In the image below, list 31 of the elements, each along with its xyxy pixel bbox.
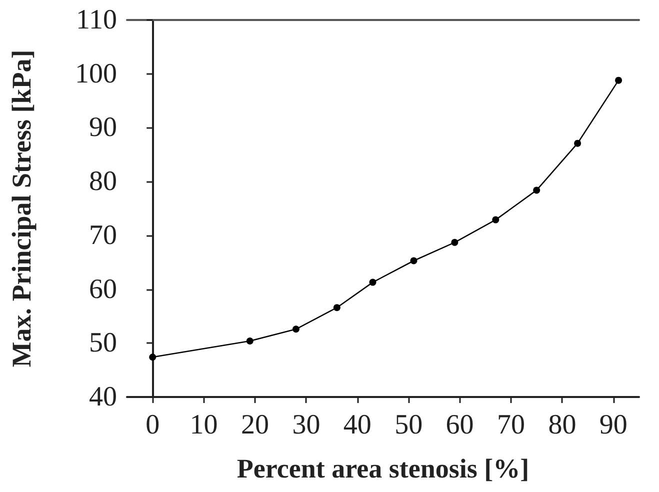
point bbox=[292, 326, 300, 333]
x-tick-label: 50 bbox=[394, 410, 423, 440]
point bbox=[451, 238, 458, 246]
x-tick-label: 40 bbox=[343, 410, 372, 440]
y-tick-label: 60 bbox=[89, 274, 117, 305]
point bbox=[492, 216, 500, 224]
point bbox=[369, 278, 376, 286]
y-tick-label: 50 bbox=[89, 328, 117, 359]
x-tick-label: 10 bbox=[190, 410, 218, 440]
x-tick-label: 30 bbox=[292, 410, 320, 440]
y-tick-label: 90 bbox=[89, 112, 117, 144]
point bbox=[410, 257, 418, 264]
y-axis-title: Max. Principal Stress [kPa] bbox=[6, 50, 36, 368]
x-axis-title: Percent area stenosis [%] bbox=[236, 454, 530, 484]
point bbox=[333, 304, 340, 312]
x-tick-label: 80 bbox=[548, 410, 576, 440]
y-tick-label: 100 bbox=[75, 58, 117, 90]
x-tick-label: 90 bbox=[599, 410, 628, 440]
y-tick-label: 80 bbox=[89, 166, 117, 198]
x-tick-label: 0 bbox=[146, 410, 160, 440]
point bbox=[533, 186, 540, 194]
y-tick-label: 40 bbox=[89, 382, 117, 412]
point bbox=[615, 76, 622, 84]
x-tick-label: 60 bbox=[446, 410, 474, 440]
y-tick-label: 110 bbox=[76, 4, 117, 36]
y-tick-label: 70 bbox=[89, 220, 117, 251]
point bbox=[149, 354, 156, 361]
point bbox=[246, 337, 254, 344]
x-tick-label: 70 bbox=[497, 410, 525, 440]
point bbox=[574, 140, 582, 147]
x-tick-label: 20 bbox=[241, 410, 269, 440]
